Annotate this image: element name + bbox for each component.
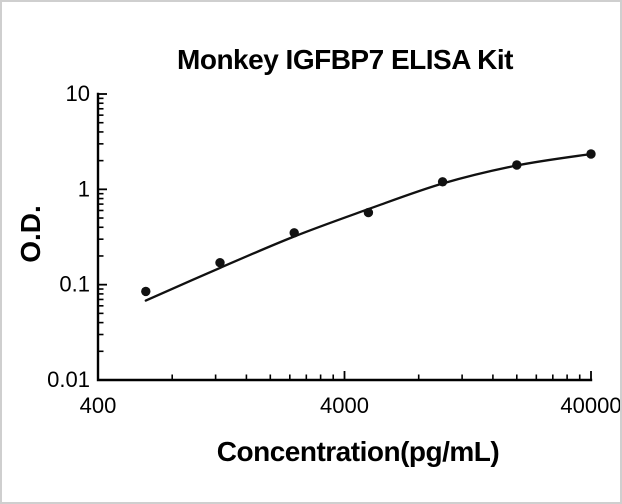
data-point: [437, 177, 448, 187]
data-point: [289, 228, 299, 238]
y-tick-label: 10: [66, 81, 90, 106]
data-point: [215, 258, 225, 268]
axes: [96, 92, 593, 382]
chart-title: Monkey IGFBP7 ELISA Kit: [177, 44, 513, 75]
fit-curve-line: [144, 152, 593, 302]
y-tick-label: 0.1: [59, 272, 90, 297]
x-tick-label: 40000: [560, 393, 620, 418]
data-point: [512, 160, 522, 170]
data-point: [586, 149, 596, 159]
data-series: [141, 149, 596, 297]
y-tick-label: 0.01: [47, 367, 90, 392]
fit-curve: [144, 152, 593, 302]
tick-marks: [97, 93, 592, 381]
x-tick-label: 4000: [320, 393, 369, 418]
y-tick-label: 1: [78, 176, 90, 201]
x-tick-label: 400: [80, 393, 117, 418]
axis-spines: [96, 92, 593, 382]
tick-labels: 400 4000 40000 0.01 0.1 1 10: [47, 81, 620, 418]
data-point: [363, 207, 374, 218]
data-point: [141, 286, 151, 297]
x-axis-title: Concentration(pg/mL): [216, 436, 500, 467]
